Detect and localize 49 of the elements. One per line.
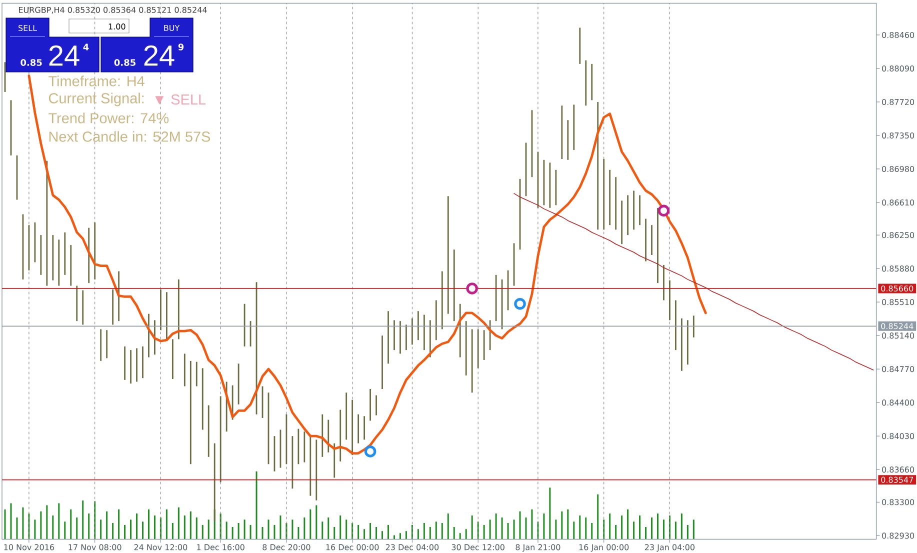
- y-tick-label: 0.86980: [882, 166, 914, 172]
- x-tick-label: 30 Dec 12:00: [452, 544, 504, 550]
- x-tick-label: 10 Nov 2016: [4, 544, 54, 550]
- annotation: BUY: [164, 25, 180, 31]
- annotation: 1.00: [108, 23, 126, 30]
- x-tick-label: 1 Dec 16:00: [197, 544, 244, 550]
- annotation: ▼ SELL: [155, 94, 206, 105]
- annotation: Timeframe: H4: [48, 76, 144, 86]
- annotation: 9: [178, 44, 184, 50]
- annotation: Trend Power: 74%: [48, 112, 169, 124]
- chart-title: EURGBP,H4 0.85320 0.85364 0.85121 0.85244: [18, 6, 207, 14]
- annotation: 0.85: [114, 59, 136, 66]
- x-tick-label: 17 Nov 08:00: [68, 544, 122, 550]
- y-tick-label: 0.88460: [882, 32, 914, 38]
- y-tick-label: 0.84770: [882, 366, 914, 372]
- point: [658, 204, 670, 217]
- point: [466, 282, 478, 294]
- y-tick-label: 0.84400: [882, 400, 914, 406]
- x-tick-label: 16 Dec 00:00: [326, 544, 379, 550]
- annotation: 24: [144, 45, 174, 66]
- y-tick-label: 0.85140: [882, 332, 914, 339]
- annotation: Next Candle in: 52M 57S: [49, 131, 210, 142]
- y-tick-label: 0.83300: [882, 499, 914, 506]
- y-tick-label: 0.87350: [882, 132, 914, 138]
- x-tick-label: 24 Nov 12:00: [134, 544, 188, 550]
- ref-line-label: 0.83547: [881, 476, 913, 483]
- y-tick-label: 0.87720: [882, 98, 914, 105]
- y-tick-label: 0.86250: [882, 232, 914, 238]
- annotation: 4: [83, 44, 89, 50]
- x-tick-label: 16 Jan 00:00: [579, 544, 629, 552]
- point: [364, 446, 376, 458]
- y-tick-label: 0.85880: [882, 266, 914, 272]
- x-tick-label: 23 Dec 04:00: [386, 544, 439, 550]
- y-tick-label: 0.86610: [882, 199, 914, 206]
- x-tick-label: 23 Jan 04:00: [644, 544, 694, 552]
- ref-line-label: 0.85660: [881, 285, 914, 292]
- y-tick-label: 0.84030: [882, 433, 914, 440]
- x-tick-label: 8 Dec 20:00: [262, 544, 310, 550]
- y-tick-label: 0.82930: [882, 532, 914, 539]
- y-tick-label: 0.88090: [882, 65, 914, 72]
- annotation: 0.85: [20, 59, 42, 66]
- annotation: Current Signal:: [48, 92, 144, 106]
- annotation: 24: [49, 45, 80, 66]
- y-tick-label: 0.85510: [882, 299, 914, 306]
- y-tick-label: 0.83660: [882, 466, 914, 473]
- point: [514, 298, 526, 310]
- x-tick-label: 8 Jan 21:00: [516, 544, 560, 552]
- annotation: SELL: [18, 24, 37, 32]
- ref-line-label: 0.85244: [881, 323, 914, 330]
